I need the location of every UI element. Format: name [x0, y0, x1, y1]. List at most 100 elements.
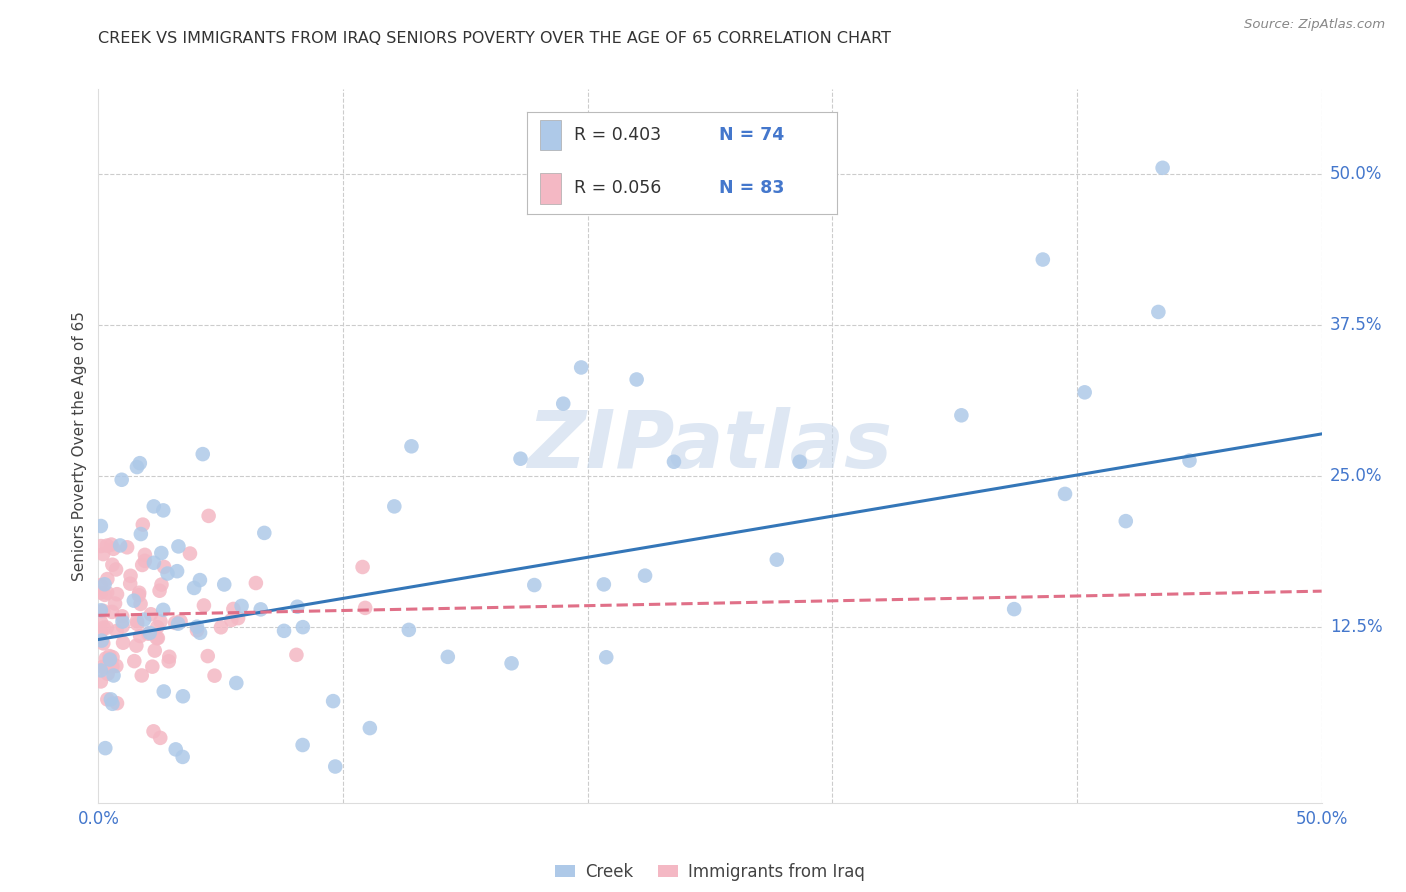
Point — [169, 615, 191, 629]
Point — [253, 525, 276, 540]
Point — [285, 599, 308, 614]
Point — [142, 724, 165, 739]
Text: N = 83: N = 83 — [718, 179, 785, 197]
Point — [1073, 385, 1095, 400]
Point — [90, 674, 112, 689]
Point — [1032, 252, 1054, 267]
Point — [212, 577, 235, 591]
Point — [789, 455, 811, 469]
Point — [595, 650, 617, 665]
Point — [127, 616, 149, 631]
Point — [165, 742, 187, 756]
Point — [191, 447, 214, 461]
Point — [197, 649, 219, 664]
Point — [108, 538, 131, 552]
Point — [291, 620, 314, 634]
Point — [101, 605, 124, 619]
Y-axis label: Seniors Poverty Over the Age of 65: Seniors Poverty Over the Age of 65 — [72, 311, 87, 581]
Point — [153, 560, 176, 574]
Point — [91, 547, 114, 561]
Point — [359, 721, 381, 735]
Point — [1053, 487, 1076, 501]
Point — [91, 604, 114, 618]
Point — [125, 614, 148, 628]
Point — [129, 597, 152, 611]
Point — [179, 547, 201, 561]
Point — [437, 649, 460, 664]
Point — [90, 615, 112, 629]
Point — [523, 578, 546, 592]
Point — [662, 455, 685, 469]
Point — [172, 750, 194, 764]
Point — [100, 692, 122, 706]
Point — [90, 585, 112, 599]
Bar — [540, 173, 561, 204]
Point — [143, 643, 166, 657]
Point — [139, 607, 162, 622]
Point — [131, 558, 153, 572]
Point — [125, 639, 148, 653]
Point — [221, 613, 243, 627]
Point — [186, 624, 208, 638]
Point — [90, 625, 112, 640]
Bar — [540, 120, 561, 151]
Point — [93, 577, 115, 591]
Point — [193, 599, 215, 613]
Point — [103, 541, 125, 556]
Point — [91, 660, 114, 674]
Point — [128, 588, 150, 602]
Point — [166, 564, 188, 578]
Text: N = 74: N = 74 — [718, 126, 785, 145]
Point — [245, 576, 267, 591]
Point — [222, 602, 245, 616]
Point — [129, 527, 152, 541]
Point — [150, 577, 173, 591]
Point — [138, 626, 160, 640]
Point — [152, 603, 174, 617]
Point — [1152, 161, 1174, 175]
Text: Source: ZipAtlas.com: Source: ZipAtlas.com — [1244, 18, 1385, 31]
Point — [90, 539, 112, 553]
Point — [111, 609, 134, 624]
Point — [94, 651, 117, 665]
Point — [111, 619, 134, 633]
Point — [132, 517, 155, 532]
Point — [128, 456, 150, 470]
Point — [165, 615, 187, 630]
Point — [145, 631, 167, 645]
Point — [98, 652, 121, 666]
Point — [96, 585, 118, 599]
Point — [90, 633, 112, 648]
Point — [105, 624, 128, 638]
Point — [96, 539, 118, 553]
Point — [569, 360, 592, 375]
Point — [101, 650, 124, 665]
Point — [105, 659, 128, 673]
Point — [115, 541, 138, 555]
Point — [188, 573, 211, 587]
Point — [592, 577, 614, 591]
Point — [90, 603, 112, 617]
Point — [101, 659, 124, 673]
Point — [1147, 305, 1170, 319]
Point — [134, 548, 156, 562]
Point — [94, 741, 117, 756]
Text: R = 0.403: R = 0.403 — [574, 126, 661, 145]
Point — [352, 560, 374, 574]
Text: CREEK VS IMMIGRANTS FROM IRAQ SENIORS POVERTY OVER THE AGE OF 65 CORRELATION CHA: CREEK VS IMMIGRANTS FROM IRAQ SENIORS PO… — [98, 31, 891, 46]
Point — [148, 583, 170, 598]
Point — [111, 615, 134, 629]
Point — [322, 694, 344, 708]
Point — [1115, 514, 1137, 528]
Point — [90, 578, 112, 592]
Point — [125, 460, 148, 475]
Point — [249, 602, 271, 616]
Text: 37.5%: 37.5% — [1330, 316, 1382, 334]
Point — [105, 587, 128, 601]
Point — [94, 660, 117, 674]
Point — [142, 556, 165, 570]
Point — [141, 659, 163, 673]
Point — [136, 626, 159, 640]
Point — [96, 572, 118, 586]
Point — [226, 611, 249, 625]
